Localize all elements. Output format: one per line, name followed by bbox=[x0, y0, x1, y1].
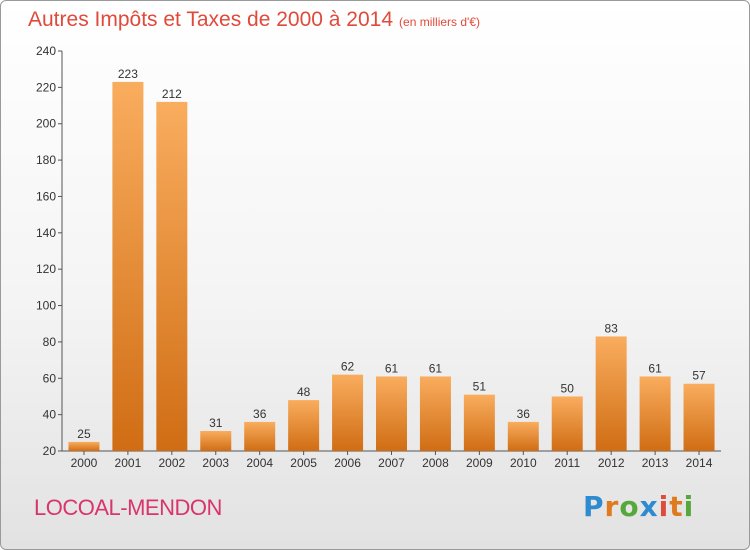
value-label-2004: 36 bbox=[253, 407, 267, 421]
bar-2012 bbox=[595, 336, 627, 451]
y-tick-label: 120 bbox=[36, 262, 56, 276]
bar-2003 bbox=[200, 431, 232, 451]
y-tick-label: 240 bbox=[36, 44, 56, 58]
value-label-2003: 31 bbox=[209, 416, 223, 430]
value-label-2012: 83 bbox=[604, 321, 618, 335]
value-label-2002: 212 bbox=[162, 87, 182, 101]
value-label-2000: 25 bbox=[77, 427, 91, 441]
y-tick-label: 200 bbox=[36, 117, 56, 131]
x-tick-label-2005: 2005 bbox=[290, 456, 317, 470]
x-tick-label-2012: 2012 bbox=[598, 456, 625, 470]
value-label-2001: 223 bbox=[118, 67, 138, 81]
chart-unit: (en milliers d'€) bbox=[399, 15, 481, 29]
bar-2009 bbox=[463, 394, 495, 451]
y-tick-label: 80 bbox=[43, 335, 57, 349]
bar-2007 bbox=[376, 376, 407, 451]
y-tick-label: 20 bbox=[43, 444, 57, 458]
x-tick-label-2013: 2013 bbox=[642, 456, 669, 470]
x-tick-label-2008: 2008 bbox=[422, 456, 449, 470]
x-tick-label-2003: 2003 bbox=[202, 456, 229, 470]
value-label-2010: 36 bbox=[517, 407, 531, 421]
y-tick-label: 220 bbox=[36, 80, 56, 94]
x-tick-label-2004: 2004 bbox=[246, 456, 273, 470]
x-tick-label-2014: 2014 bbox=[686, 456, 713, 470]
value-label-2005: 48 bbox=[297, 385, 311, 399]
y-tick-label: 100 bbox=[36, 299, 56, 313]
value-label-2008: 61 bbox=[429, 361, 443, 375]
x-tick-label-2006: 2006 bbox=[334, 456, 361, 470]
y-tick-label: 160 bbox=[36, 189, 56, 203]
x-tick-label-2010: 2010 bbox=[510, 456, 537, 470]
proxiti-logo[interactable]: Proxiti bbox=[583, 490, 695, 523]
value-label-2007: 61 bbox=[385, 361, 399, 375]
bar-2006 bbox=[332, 374, 364, 451]
x-tick-label-2002: 2002 bbox=[158, 456, 185, 470]
bar-2013 bbox=[639, 376, 671, 451]
y-tick-label: 60 bbox=[43, 371, 57, 385]
bar-2014 bbox=[683, 383, 715, 451]
x-tick-label-2011: 2011 bbox=[554, 456, 580, 470]
value-label-2011: 50 bbox=[561, 381, 575, 395]
bar-2002 bbox=[156, 101, 188, 451]
value-label-2013: 61 bbox=[648, 361, 662, 375]
chart-title-text: Autres Impôts et Taxes de 2000 à 2014 bbox=[28, 8, 394, 31]
y-tick-label: 180 bbox=[36, 153, 56, 167]
bar-2001 bbox=[112, 81, 144, 451]
bar-2005 bbox=[288, 400, 320, 451]
place-name: LOCOAL-MENDON bbox=[34, 495, 222, 520]
bar-2004 bbox=[244, 421, 276, 451]
bar-2008 bbox=[419, 376, 451, 451]
x-tick-label-2009: 2009 bbox=[466, 456, 493, 470]
y-tick-label: 40 bbox=[43, 408, 57, 422]
bar-2011 bbox=[551, 396, 583, 451]
x-tick-label-2000: 2000 bbox=[71, 456, 98, 470]
value-label-2014: 57 bbox=[692, 369, 706, 383]
bar-2000 bbox=[68, 441, 100, 451]
chart-title: Autres Impôts et Taxes de 2000 à 2014 (en… bbox=[28, 8, 480, 32]
value-label-2006: 62 bbox=[341, 360, 355, 374]
y-tick-label: 140 bbox=[36, 226, 56, 240]
bar-2010 bbox=[507, 421, 539, 451]
x-tick-label-2001: 2001 bbox=[115, 456, 142, 470]
value-label-2009: 51 bbox=[473, 380, 487, 394]
x-tick-label-2007: 2007 bbox=[378, 456, 405, 470]
